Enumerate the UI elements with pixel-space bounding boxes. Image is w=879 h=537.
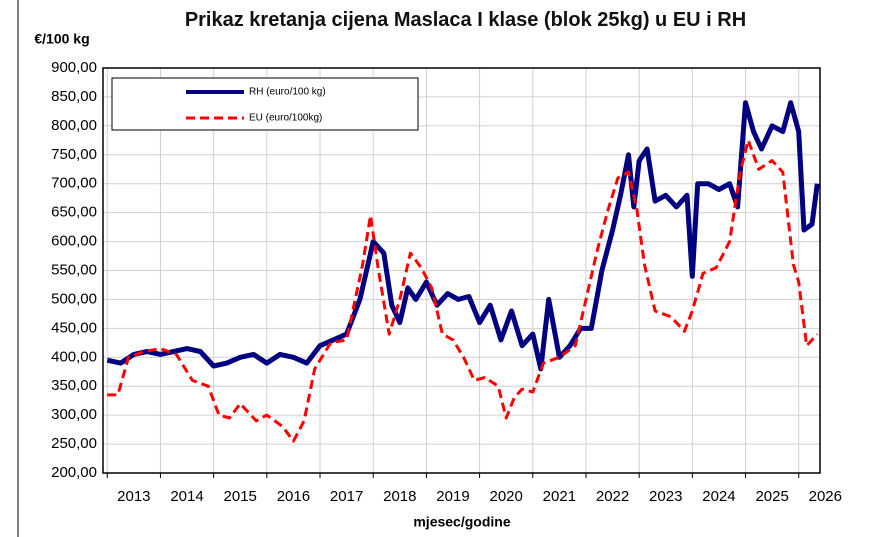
legend-box xyxy=(111,77,419,131)
y-tick-label: 400,00 xyxy=(51,348,97,365)
plot-frame xyxy=(102,67,821,474)
x-tick-label: 2013 xyxy=(117,488,150,505)
x-tick-label: 2018 xyxy=(383,488,416,505)
y-tick-label: 900,00 xyxy=(51,59,97,76)
x-tick-label: 2021 xyxy=(543,488,576,505)
x-tick-label: 2016 xyxy=(277,488,310,505)
x-tick-label: 2015 xyxy=(224,488,257,505)
x-tick-label: 2025 xyxy=(755,488,788,505)
x-tick-label: 2019 xyxy=(436,488,469,505)
y-tick-label: 600,00 xyxy=(51,233,97,250)
x-tick-label: 2014 xyxy=(170,488,203,505)
legend-label: EU (euro/100kg) xyxy=(249,113,322,124)
y-tick-label: 200,00 xyxy=(51,464,97,481)
y-tick-label: 550,00 xyxy=(51,261,97,278)
series-line xyxy=(107,138,819,443)
y-tick-label: 750,00 xyxy=(51,146,97,163)
y-tick-label: 850,00 xyxy=(51,88,97,105)
y-tick-label: 800,00 xyxy=(51,117,97,134)
chart-title: Prikaz kretanja cijena Maslaca I klase (… xyxy=(184,9,747,31)
x-tick-label: 2022 xyxy=(596,488,629,505)
x-tick-label: 2023 xyxy=(649,488,682,505)
x-tick-label: 2017 xyxy=(330,488,363,505)
y-tick-label: 700,00 xyxy=(51,175,97,192)
x-tick-label: 2026 xyxy=(809,488,842,505)
y-tick-label: 250,00 xyxy=(51,435,97,452)
x-axis-label: mjesec/godine xyxy=(413,514,510,530)
x-tick-label: 2020 xyxy=(489,488,522,505)
series-line xyxy=(106,100,820,372)
y-tick-label: 300,00 xyxy=(51,406,97,423)
y-tick-label: 350,00 xyxy=(51,377,97,394)
y-tick-label: 450,00 xyxy=(51,319,97,336)
x-tick-label: 2024 xyxy=(702,488,735,505)
legend-label: RH (euro/100 kg) xyxy=(249,87,326,98)
y-tick-label: 500,00 xyxy=(51,290,97,307)
y-axis-label: €/100 kg xyxy=(34,31,89,47)
y-tick-label: 650,00 xyxy=(51,204,97,221)
